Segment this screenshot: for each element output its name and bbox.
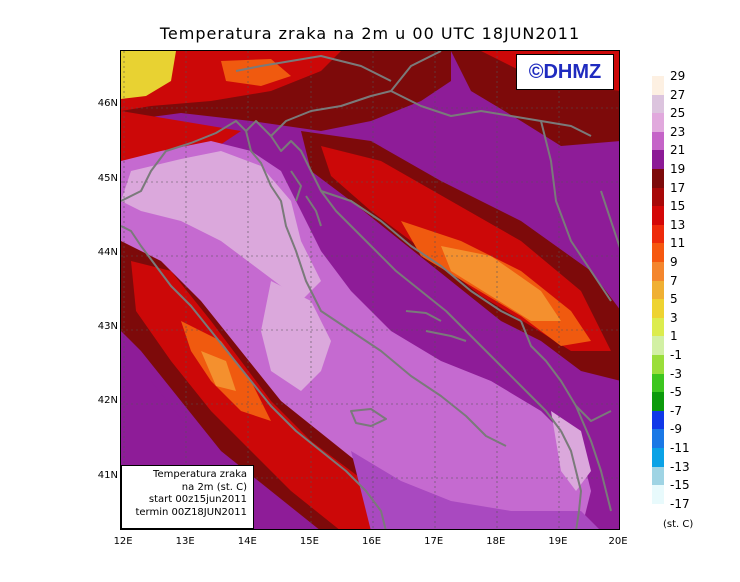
legend-swatch (652, 113, 664, 132)
legend-label: -17 (670, 496, 690, 511)
legend-label: 23 (670, 124, 686, 139)
coast-croatia (245, 120, 562, 432)
sea-adriatic-central-warm (261, 281, 331, 391)
legend-label: 19 (670, 162, 686, 176)
lon-tick-label: 17E (424, 536, 444, 547)
coast-italy-adriatic (121, 120, 507, 447)
legend-swatch (652, 262, 664, 281)
dhmz-logo: ©DHMZ (516, 54, 614, 90)
legend-label: -9 (670, 422, 682, 437)
lon-tick-label: 19E (548, 536, 568, 547)
land-zone-north-yellow (121, 51, 176, 99)
legend-label: 29 (670, 69, 686, 83)
lat-tick-label: 46N (97, 98, 118, 110)
legend-label: 21 (670, 143, 686, 158)
legend-label: 25 (670, 106, 686, 121)
legend-swatch (652, 336, 664, 355)
legend-swatch (652, 280, 664, 300)
legend-swatch (652, 299, 664, 318)
legend-label: 5 (670, 292, 678, 307)
lat-tick-label: 45N (97, 172, 118, 184)
legend-swatch (652, 187, 664, 207)
coast-italy-tyrrhenian (121, 225, 387, 529)
border-croatia-bosnia-north (390, 90, 592, 137)
legend-swatch (652, 410, 664, 430)
info-line-3: start 00z15jun2011 (148, 494, 247, 505)
legend-label: 3 (670, 310, 678, 325)
coastlines (121, 120, 582, 529)
legend-swatch (652, 373, 664, 393)
info-line-1: Temperatura zraka (153, 469, 247, 480)
info-box: Temperatura zraka na 2m (st. C) start 00… (121, 465, 254, 529)
legend-label: -3 (670, 366, 682, 381)
coast-gargano (350, 408, 387, 427)
legend-label: -7 (670, 403, 682, 418)
border-slovenia-croatia (270, 51, 442, 137)
border-croatia-bosnia-south (320, 190, 522, 322)
temperature-map (120, 50, 620, 530)
lat-tick-label: 44N (97, 246, 118, 258)
legend-label: 1 (670, 329, 678, 344)
lon-tick-label: 13E (175, 536, 195, 547)
lon-tick-label: 15E (299, 536, 319, 547)
legend-label: -5 (670, 385, 682, 400)
border-alps (235, 55, 392, 82)
legend-swatch (652, 392, 664, 411)
legend-label: -11 (670, 441, 690, 455)
legend-unit: (st. C) (663, 519, 694, 530)
land-zone-dinaric-lightorange (441, 246, 561, 321)
legend-label: -15 (670, 478, 690, 493)
land-zone-alps-orange (221, 59, 291, 86)
lon-tick-label: 16E (362, 536, 382, 547)
border-albania (575, 405, 612, 512)
legend-label: -1 (670, 348, 682, 362)
legend-label: 9 (670, 255, 678, 269)
border-montenegro (520, 320, 612, 422)
land-zone-italy-lightorange (201, 351, 236, 391)
land-zone-italy-red (131, 261, 401, 529)
lon-tick-label: 18E (486, 536, 506, 547)
legend-swatch (652, 355, 664, 374)
sea-ionian (351, 451, 599, 529)
legend-swatch (652, 206, 664, 225)
island-krk (290, 170, 302, 202)
legend-label: 11 (670, 236, 686, 251)
legend-swatch (652, 448, 664, 467)
coast-albania (560, 430, 582, 529)
lon-tick-label: 14E (237, 536, 257, 547)
lat-tick-label: 42N (97, 395, 118, 407)
legend-swatch (652, 485, 664, 504)
legend-swatch (652, 466, 664, 486)
island-hvar (405, 310, 442, 322)
borders (235, 51, 619, 512)
legend-swatch (652, 429, 664, 448)
lat-tick-label: 41N (97, 469, 118, 481)
lon-tick-label: 20E (608, 536, 628, 547)
legend-swatch (652, 94, 664, 114)
legend-label: 7 (670, 273, 678, 288)
legend-label: 17 (670, 180, 686, 195)
info-line-2: na 2m (st. C) (181, 481, 247, 493)
sea-adriatic-north-warm (121, 151, 321, 301)
border-bosnia-serbia (540, 120, 612, 302)
island-korcula (425, 330, 467, 342)
legend-swatch (652, 76, 664, 95)
legend-label: -13 (670, 459, 690, 474)
legend-swatch (652, 243, 664, 262)
info-line-4: termin 00Z18JUN2011 (135, 506, 247, 518)
legend-label: 15 (670, 199, 686, 214)
legend-swatch (652, 169, 664, 188)
lon-tick-label: 12E (113, 536, 133, 547)
map-title: Temperatura zraka na 2m u 00 UTC 18JUN20… (159, 24, 581, 43)
legend-label: 13 (670, 217, 686, 232)
border-serbia-east (600, 190, 619, 249)
legend-swatch (652, 224, 664, 244)
legend-swatch (652, 150, 664, 169)
lat-tick-label: 43N (97, 321, 118, 333)
legend-swatch (652, 131, 664, 151)
legend-label: 27 (670, 87, 686, 102)
island-cres (305, 195, 322, 227)
legend-swatch (652, 317, 664, 337)
map-canvas (121, 51, 619, 529)
